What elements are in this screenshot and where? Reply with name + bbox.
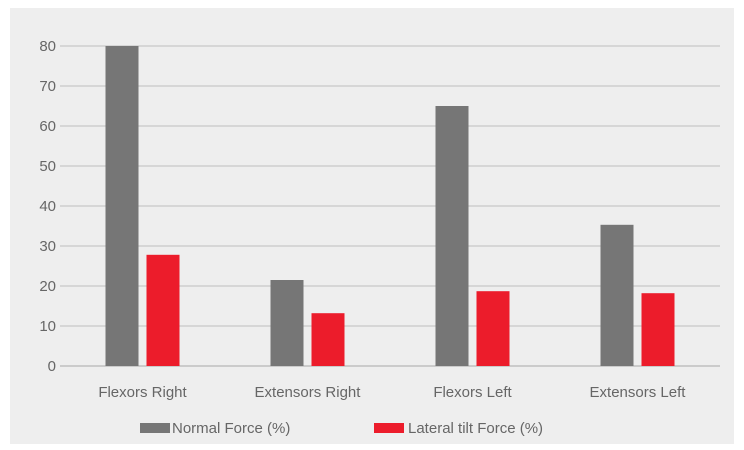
bars [105,46,675,366]
chart-container: 0 10 20 30 40 50 60 70 80 Flexors Right Extensors… [10,8,734,444]
bar-lateral-tilt-force [311,313,345,366]
bar-normal-force [105,46,139,366]
y-tick-label: 60 [39,118,56,135]
bar-lateral-tilt-force [146,254,180,366]
bar-normal-force [270,280,304,366]
bar-lateral-tilt-force [476,291,510,366]
bar-lateral-tilt-force [641,293,675,366]
y-tick-label: 70 [39,78,56,95]
y-tick-label: 20 [39,278,56,295]
y-tick-label: 0 [48,358,56,375]
legend: Normal Force (%) Lateral tilt Force (%) [140,420,543,437]
x-tick-label: Flexors Right [98,384,187,401]
x-tick-label: Extensors Right [255,384,362,401]
y-tick-label: 80 [39,38,56,55]
legend-label: Lateral tilt Force (%) [408,420,543,437]
y-tick-label: 50 [39,158,56,175]
x-tick-label: Flexors Left [433,384,512,401]
x-tick-label: Extensors Left [590,384,687,401]
y-tick-label: 10 [39,318,56,335]
y-tick-label: 30 [39,238,56,255]
x-axis-ticks: Flexors Right Extensors Right Flexors Left… [98,384,686,401]
legend-swatch [140,423,170,433]
legend-label: Normal Force (%) [172,420,290,437]
y-axis-ticks: 0 10 20 30 40 50 60 70 80 [39,38,56,375]
bar-normal-force [435,106,469,366]
bar-normal-force [600,224,634,366]
legend-swatch [374,423,404,433]
y-tick-label: 40 [39,198,56,215]
bar-chart: 0 10 20 30 40 50 60 70 80 Flexors Right Extensors… [39,38,720,437]
